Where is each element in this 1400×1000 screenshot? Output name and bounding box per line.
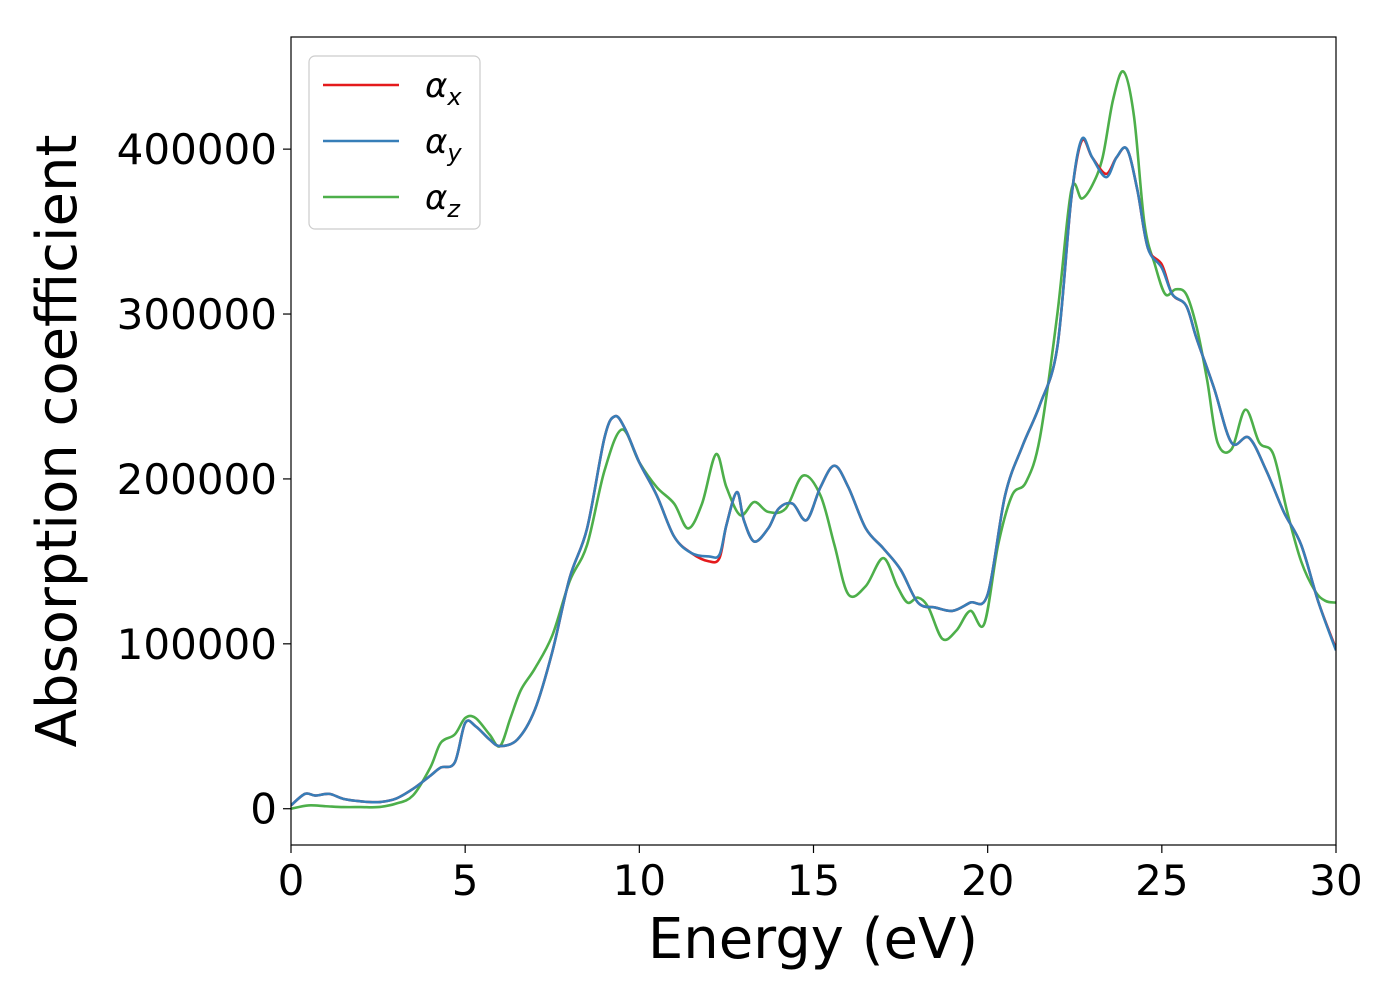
y-tick-label: 100000 — [117, 620, 277, 669]
series-layer — [291, 70, 1336, 810]
x-axis: 0 5 10 15 20 25 30 — [278, 845, 1363, 905]
series-line-y — [291, 136, 1336, 807]
y-tick-label: 0 — [250, 785, 277, 834]
y-tick-label: 300000 — [117, 290, 277, 339]
x-tick-label: 5 — [452, 856, 479, 905]
x-tick-label: 10 — [613, 856, 666, 905]
y-tick-label: 400000 — [117, 125, 277, 174]
x-tick-label: 0 — [278, 856, 305, 905]
legend-label-x: αx — [425, 66, 462, 111]
x-tick-label: 20 — [961, 856, 1014, 905]
legend-box — [308, 55, 481, 230]
y-axis-title: Absorption coefficient — [25, 135, 90, 748]
series-line-z — [291, 70, 1336, 810]
y-tick-label: 200000 — [117, 455, 277, 504]
legend: αx αy αz — [308, 55, 481, 230]
x-tick-label: 30 — [1309, 856, 1362, 905]
x-tick-label: 15 — [787, 856, 840, 905]
y-axis: 0 100000 200000 300000 400000 — [117, 125, 291, 834]
legend-label-y: αy — [425, 122, 462, 167]
x-axis-title: Energy (eV) — [648, 907, 978, 972]
legend-label-z: αz — [425, 178, 461, 223]
x-tick-label: 25 — [1135, 856, 1188, 905]
